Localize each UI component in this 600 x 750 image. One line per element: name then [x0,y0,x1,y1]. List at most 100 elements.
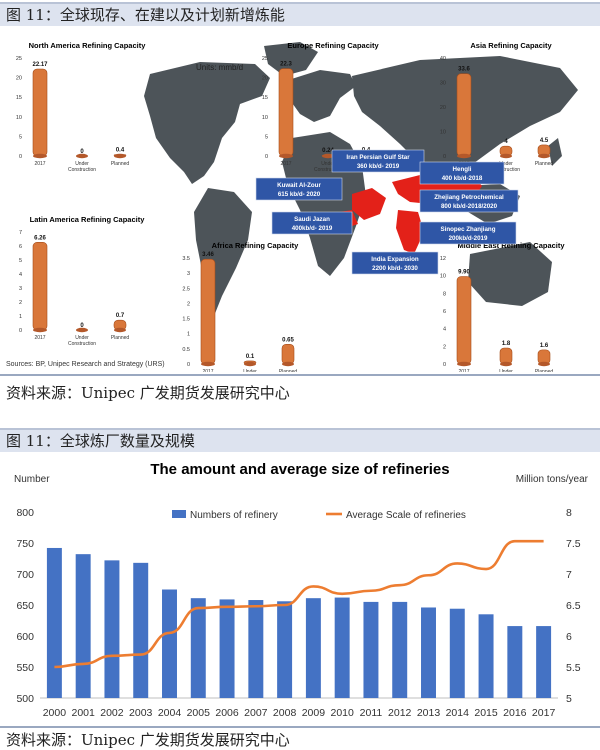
x-tick-label: 2008 [273,707,297,719]
capacity-bar [499,347,513,365]
region-ytick: 0 [19,154,22,160]
project-capacity: 400 kb/d-2018 [442,175,483,182]
right-tick-label: 5.5 [566,662,581,674]
region-ytick: 6 [443,309,446,315]
capacity-bar-base [500,361,512,367]
region-xlabel: 2017 [458,369,469,372]
capacity-bar-base [457,361,471,367]
region-ytick: 10 [440,274,446,280]
region-xlabel: Construction [68,341,96,347]
capacity-value-label: 0.7 [116,313,125,319]
region-xlabel: 2017 [280,161,291,167]
right-tick-label: 5 [566,693,572,705]
region-ytick: 20 [16,76,22,82]
region-ytick: 0.5 [182,347,190,353]
refinery-count-bar [248,600,264,698]
project-labels: Iran Persian Gulf Star 360 kb/d- 2019 Heng… [255,149,519,275]
capacity-value-label: 22.17 [32,62,48,68]
region-xlabel: Planned [111,161,130,167]
project-box: Hengli 400 kb/d-2018 [419,161,505,185]
project-box: Saudi Jazan 400kb/d- 2019 [271,211,353,235]
legend-swatch-bar [172,510,186,518]
refinery-count-bar [334,597,350,698]
capacity-value-label: 0 [80,323,84,329]
capacity-bar [281,344,295,365]
x-tick-label: 2013 [417,707,441,719]
sources-note: Sources: BP, Unipec Research and Strateg… [6,361,165,368]
region-ytick: 0 [443,154,446,160]
refinery-count-bar [507,626,523,698]
region-xlabel: Under [75,161,89,167]
right-tick-label: 6 [566,631,572,643]
x-tick-label: 2002 [100,707,124,719]
region-ytick: 0 [19,328,22,334]
region-title: Africa Refining Capacity [212,241,300,250]
region-ytick: 12 [440,256,446,262]
capacity-bar-base [322,153,334,159]
source-line-2: 资料来源：Unipec 广发期货发展研究中心 [6,731,290,749]
x-tick-label: 2007 [244,707,268,719]
capacity-bar-base [282,361,294,367]
project-box: Kuwait Al-Zour 615 kb/d- 2020 [255,177,343,201]
region-xlabel: Under [243,369,257,372]
divider-2 [0,726,600,728]
average-scale-line [54,539,544,669]
region-ytick: 6 [19,244,22,250]
refinery-count-bar [190,598,206,698]
capacity-bar-base [457,153,471,159]
region-xlabel: Planned [535,369,554,372]
x-tick-label: 2017 [532,707,556,719]
refinery-chart: The amount and average size of refinerie… [0,452,600,726]
capacity-bar-base [279,153,293,159]
region-ytick: 8 [443,291,446,297]
region-chart: Latin America Refining Capacity 7 6 5 4 3 2 1 0 6… [19,215,145,347]
refinery-count-bar [536,626,552,698]
capacity-value-label: 6.26 [34,235,46,241]
capacity-bar-base [538,361,550,367]
x-tick-label: 2003 [129,707,153,719]
capacity-bar [456,73,472,157]
capacity-bar-base [114,327,126,333]
refinery-count-bar [219,599,235,698]
x-tick-label: 2012 [388,707,412,719]
x-tick-label: 2016 [503,707,527,719]
capacity-bar [32,68,48,157]
project-capacity: 615 kb/d- 2020 [278,191,321,198]
divider-1 [0,374,600,376]
region-ytick: 40 [440,56,446,62]
project-name: Kuwait Al-Zour [277,182,321,189]
project-capacity: 200kb/d-2019 [449,235,488,242]
region-chart: Africa Refining Capacity 3.5 3 2.5 2 1.5 1 0.5 0… [182,241,299,372]
region-xlabel: Under [499,161,513,167]
region-ytick: 4 [19,272,22,278]
region-chart: Middle East Refining Capacity 12 10 8 6 4 2 0 9.… [440,241,566,372]
region-ytick: 5 [265,134,268,140]
region-ytick: 1 [19,314,22,320]
left-tick-label: 800 [16,507,34,519]
refinery-count-bar [133,562,149,698]
capacity-value-label: 9.90 [458,270,470,276]
region-ytick: 20 [262,76,268,82]
region-title: Asia Refining Capacity [470,41,552,50]
capacity-value-label: 33.6 [458,67,470,73]
capacity-value-label: 0.4 [116,147,125,153]
left-tick-label: 650 [16,600,34,612]
capacity-bar [456,276,472,365]
project-box: India Expansion 2200 kb/d- 2030 [351,251,439,275]
region-xlabel: Under [321,161,335,167]
region-ytick: 4 [443,327,446,333]
project-name: Zhejiang Petrochemical [434,194,504,201]
region-xlabel: Construction [492,167,520,173]
legend-label-bar: Numbers of refinery [190,510,278,521]
capacity-bar-base [244,361,256,367]
region-ytick: 15 [262,95,268,101]
project-name: Hengli [453,166,472,173]
refinery-count-bar [75,554,91,698]
region-chart: North America Refining Capacity 25 20 15 10 5… [16,41,146,173]
region-xlabel: Planned [535,161,554,167]
refinery-count-bar [46,547,62,698]
right-tick-label: 8 [566,507,572,519]
region-xlabel: Under [499,369,513,372]
capacity-value-label: 1.8 [502,341,511,347]
region-ytick: 3 [187,271,190,277]
